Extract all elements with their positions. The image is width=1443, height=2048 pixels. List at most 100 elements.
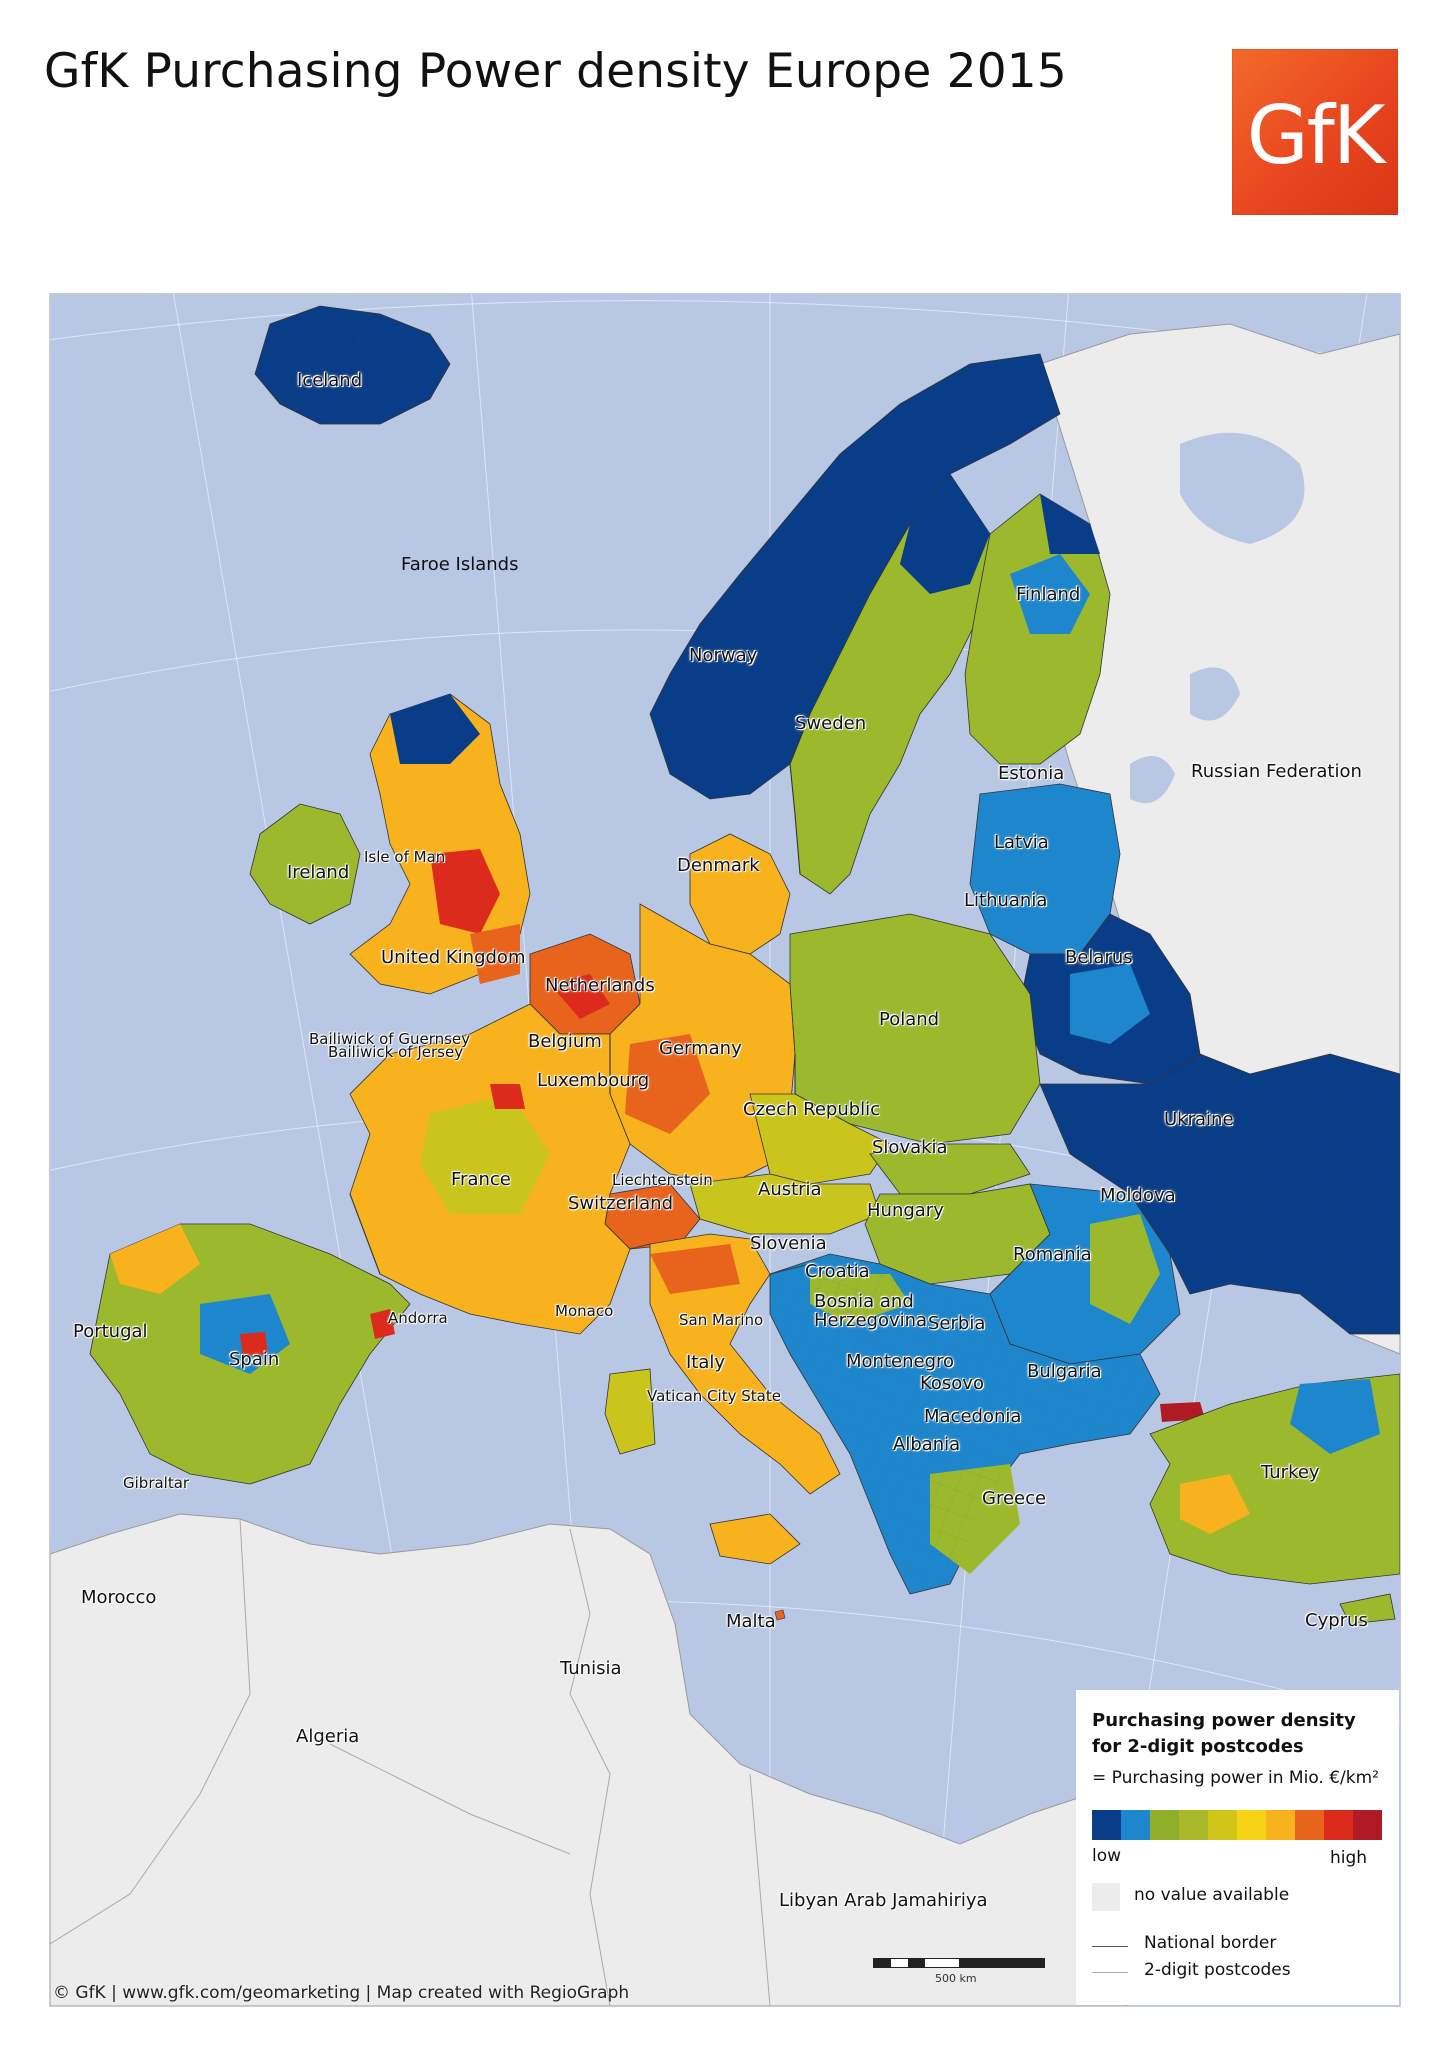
gfk-logo-text: GfK [1246, 89, 1386, 182]
cyprus-region [1339, 1593, 1396, 1625]
legend-postcodes-label: 2-digit postcodes [1144, 1960, 1291, 1980]
legend-no-value-swatch [1092, 1883, 1120, 1911]
legend-postcode-line [1092, 1972, 1128, 1973]
label-greece: Greece [982, 1488, 1047, 1509]
label-poland: Poland [879, 1009, 940, 1030]
sicily-region [709, 1513, 801, 1565]
label-estonia: Estonia [998, 763, 1065, 784]
label-ireland: Ireland [287, 862, 350, 883]
legend-title-line1: Purchasing power density [1092, 1710, 1356, 1731]
label-moldova: Moldova [1100, 1185, 1176, 1206]
legend-low-label: low [1092, 1846, 1122, 1866]
legend-ramp-swatch-1 [1092, 1810, 1121, 1840]
label-bailiwick-of-jersey: Bailiwick of Jersey [328, 1043, 464, 1061]
footer-credit: © GfK | www.gfk.com/geomarketing | Map c… [53, 1983, 630, 2003]
label-portugal: Portugal [73, 1321, 148, 1342]
legend-ramp-swatch-10 [1353, 1810, 1382, 1840]
legend-color-ramp [1092, 1810, 1382, 1840]
europe-map[interactable] [50, 294, 1400, 2006]
label-luxembourg: Luxembourg [537, 1070, 650, 1091]
legend-subtitle: = Purchasing power in Mio. €/km² [1092, 1768, 1379, 1788]
lake-onega [1190, 667, 1240, 721]
label-finland: Finland [1016, 584, 1081, 605]
label-bulgaria: Bulgaria [1027, 1361, 1102, 1382]
malta-region [774, 1609, 786, 1621]
legend-ramp-swatch-4 [1179, 1810, 1208, 1840]
label-vatican-city-state: Vatican City State [647, 1387, 781, 1405]
label-germany: Germany [659, 1038, 742, 1059]
legend-no-value-label: no value available [1134, 1885, 1290, 1905]
label-norway: Norway [689, 645, 758, 666]
label-sweden: Sweden [795, 713, 867, 734]
white-sea [1180, 432, 1305, 544]
label-turkey: Turkey [1261, 1462, 1320, 1483]
africa-borders [50, 1518, 771, 2006]
label-kosovo: Kosovo [920, 1373, 984, 1394]
legend: Purchasing power density for 2-digit pos… [1076, 1690, 1399, 2005]
label-austria: Austria [758, 1179, 822, 1200]
legend-title-line2: for 2-digit postcodes [1092, 1736, 1304, 1757]
label-france: France [451, 1169, 511, 1190]
legend-national-border-label: National border [1144, 1933, 1277, 1953]
label-bosnia-and-herzegovina: Bosnia and Herzegovina [814, 1291, 928, 1331]
label-latvia: Latvia [994, 832, 1049, 853]
label-libyan-arab-jamahiriya: Libyan Arab Jamahiriya [779, 1890, 988, 1911]
map-frame[interactable]: Iceland Faroe Islands Norway Sweden Finl… [49, 293, 1401, 2007]
scale-label: 500 km [935, 1972, 977, 1985]
label-bailiwick-of-guernsey: Bailiwick of Guernsey [309, 1030, 471, 1048]
legend-ramp-swatch-5 [1208, 1810, 1237, 1840]
label-faroe-islands: Faroe Islands [401, 554, 519, 575]
sardinia-region [604, 1368, 656, 1455]
lake-ladoga [1130, 756, 1175, 804]
label-andorra: Andorra [388, 1309, 448, 1327]
label-croatia: Croatia [805, 1261, 870, 1282]
ireland-region [249, 803, 361, 925]
page-title: GfK Purchasing Power density Europe 2015 [44, 44, 1067, 99]
label-hungary: Hungary [867, 1200, 944, 1221]
label-gibraltar: Gibraltar [123, 1474, 190, 1492]
label-netherlands: Netherlands [545, 975, 655, 996]
label-macedonia: Macedonia [924, 1406, 1022, 1427]
label-spain: Spain [229, 1349, 280, 1370]
label-algeria: Algeria [296, 1726, 360, 1747]
label-denmark: Denmark [677, 855, 760, 876]
label-isle-of-man: Isle of Man [364, 848, 446, 866]
label-united-kingdom: United Kingdom [381, 947, 526, 968]
label-switzerland: Switzerland [568, 1193, 673, 1214]
gfk-logo: GfK [1232, 49, 1398, 215]
label-slovakia: Slovakia [872, 1137, 948, 1158]
norway-region [649, 353, 1061, 800]
label-slovenia: Slovenia [750, 1233, 827, 1254]
poland-region [789, 913, 1041, 1145]
legend-title: Purchasing power density for 2-digit pos… [1092, 1708, 1356, 1760]
label-belarus: Belarus [1065, 947, 1133, 968]
label-malta: Malta [726, 1611, 776, 1632]
legend-ramp-swatch-3 [1150, 1810, 1179, 1840]
label-czech-republic: Czech Republic [743, 1099, 881, 1120]
north-africa-landmass [50, 1513, 1127, 2006]
label-iceland: Iceland [297, 370, 363, 391]
scale-bar [873, 1958, 1045, 1968]
label-liechtenstein: Liechtenstein [612, 1171, 713, 1189]
label-ukraine: Ukraine [1164, 1109, 1234, 1130]
legend-ramp-swatch-7 [1266, 1810, 1295, 1840]
label-serbia: Serbia [928, 1313, 986, 1334]
national-borders [349, 713, 1011, 1295]
legend-ramp-swatch-8 [1295, 1810, 1324, 1840]
label-romania: Romania [1013, 1244, 1092, 1265]
baltics-region [969, 783, 1121, 955]
label-belgium: Belgium [528, 1031, 602, 1052]
label-monaco: Monaco [555, 1302, 614, 1320]
label-morocco: Morocco [81, 1587, 157, 1608]
label-montenegro: Montenegro [846, 1351, 955, 1372]
label-san-marino: San Marino [679, 1311, 764, 1329]
legend-national-border-line [1092, 1946, 1128, 1947]
legend-high-label: high [1330, 1848, 1368, 1868]
italy-region [649, 1233, 841, 1495]
denmark-region [689, 833, 791, 955]
legend-ramp-swatch-6 [1237, 1810, 1266, 1840]
legend-ramp-swatch-9 [1324, 1810, 1353, 1840]
label-lithuania: Lithuania [964, 890, 1048, 911]
label-italy: Italy [686, 1352, 726, 1373]
legend-ramp-swatch-2 [1121, 1810, 1150, 1840]
